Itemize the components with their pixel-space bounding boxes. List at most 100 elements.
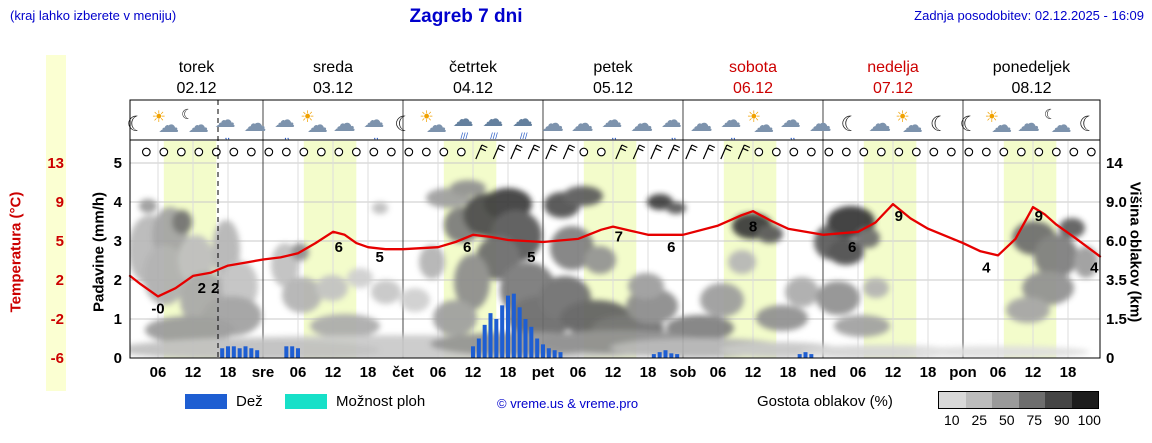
cloud-blob bbox=[419, 245, 445, 279]
density-swatch bbox=[1018, 392, 1045, 408]
cloud-blob bbox=[563, 186, 603, 206]
density-value: 100 bbox=[1077, 412, 1101, 428]
wind-barb-icon bbox=[510, 144, 523, 160]
icon-glyph: ☁ bbox=[274, 109, 295, 132]
cloud-blob bbox=[372, 202, 388, 214]
icon-glyph: ☁ bbox=[753, 114, 774, 137]
precipitation-bars bbox=[220, 293, 814, 358]
day-date: 02.12 bbox=[176, 80, 216, 97]
wind-barb-icon bbox=[737, 144, 751, 160]
wind-barb-icon bbox=[562, 144, 576, 160]
sun-cloud-icon: ☀☁ bbox=[747, 109, 775, 137]
rain-bar bbox=[558, 352, 563, 358]
copyright-link[interactable]: © vreme.us & vreme.pro bbox=[497, 396, 639, 411]
wind-calm-icon bbox=[1051, 147, 1061, 157]
cloud-blob bbox=[400, 288, 430, 312]
rain-bar bbox=[540, 344, 545, 358]
icon-glyph: ☾ bbox=[930, 113, 949, 136]
rain-bar bbox=[476, 338, 481, 358]
icon-glyph: ☁ bbox=[188, 114, 209, 137]
icon-glyph: ‚‚ bbox=[225, 128, 230, 142]
rain-bar bbox=[546, 348, 551, 358]
x-tick-label: 12 bbox=[325, 364, 342, 381]
weather-icon-row: ☾ ☀☁ ☾☁ ☁‚‚ ☁ ☁‚‚☀☁ ☁ ☁‚‚ ☾ ☀☁ ☁///☁///☁///☁ ☁ ☁‚‚ ☁ ☁… bbox=[127, 106, 1098, 142]
rain-bar bbox=[523, 319, 528, 358]
day-date: 06.12 bbox=[733, 80, 773, 97]
cloud-blob bbox=[1034, 234, 1078, 278]
day-headers: torek 02.12 sreda 03.12 četrtek 04.12 petek 05.… bbox=[176, 59, 1071, 97]
x-tick-label: 12 bbox=[185, 364, 202, 381]
moon-icon: ☾ bbox=[394, 113, 413, 136]
moon-icon: ☾ bbox=[127, 113, 146, 136]
temperature-value-label: 5 bbox=[375, 249, 383, 266]
wind-calm-icon bbox=[596, 147, 606, 157]
density-value: 75 bbox=[1026, 412, 1043, 428]
cloud-density-scale bbox=[938, 391, 1099, 409]
rain-bar bbox=[651, 354, 656, 358]
rain-bar bbox=[231, 346, 236, 358]
x-tick-label: 06 bbox=[710, 364, 727, 381]
x-tick-label: 18 bbox=[640, 364, 657, 381]
precipitation-tick: 3 bbox=[114, 233, 122, 250]
cloud-icon: ☁ bbox=[571, 110, 594, 136]
wind-row bbox=[141, 144, 1096, 160]
icon-glyph: ☾ bbox=[127, 113, 146, 136]
cloud-height-tick: 1.5 bbox=[1106, 311, 1127, 328]
icon-glyph: ‚‚ bbox=[373, 128, 378, 142]
density-value: 50 bbox=[998, 412, 1015, 428]
x-axis-ticks: 06 12 18 sre 06 12 18 čet 06 12 18 pet 06 12 18 sob 06 12… bbox=[150, 364, 1077, 381]
icon-glyph: ☾ bbox=[1079, 113, 1098, 136]
cloud-moon-icon: ☾☁ bbox=[181, 106, 209, 137]
showers-legend-label: Možnost ploh bbox=[336, 393, 426, 410]
cloud-blob bbox=[834, 315, 890, 337]
x-tick-label: 06 bbox=[150, 364, 167, 381]
cloud-moon-icon: ☾☁ bbox=[1044, 106, 1072, 137]
cloud-blob bbox=[757, 225, 783, 243]
cloud-blob bbox=[666, 202, 686, 214]
wind-calm-icon bbox=[194, 147, 204, 157]
cloud-blob bbox=[433, 300, 477, 336]
wind-barb-icon bbox=[650, 144, 663, 160]
frames bbox=[129, 99, 1101, 359]
rain-bar bbox=[529, 326, 534, 358]
icon-glyph: ☾ bbox=[1044, 106, 1057, 122]
cloud-height-tick: 14 bbox=[1106, 155, 1123, 172]
cloud-blob bbox=[647, 194, 673, 210]
wind-calm-icon bbox=[439, 147, 449, 157]
wind-calm-icon bbox=[894, 147, 904, 157]
rain-bar bbox=[284, 346, 289, 358]
rain-bar bbox=[220, 348, 225, 358]
precipitation-tick: 5 bbox=[114, 155, 122, 172]
rain-bar bbox=[675, 354, 680, 358]
wind-calm-icon bbox=[929, 147, 939, 157]
wind-barb-icon bbox=[702, 144, 716, 160]
icon-glyph: ‚‚ bbox=[730, 128, 735, 142]
wind-barb-icon bbox=[492, 144, 506, 160]
density-value: 90 bbox=[1053, 412, 1070, 428]
wind-calm-icon bbox=[841, 147, 851, 157]
day-date: 07.12 bbox=[873, 80, 913, 97]
x-tick-label: 06 bbox=[990, 364, 1007, 381]
wind-calm-icon bbox=[229, 147, 239, 157]
cloud-rain-icon: ☁/// bbox=[483, 108, 504, 141]
wind-calm-icon bbox=[334, 147, 344, 157]
sun-cloud-icon: ☀☁ bbox=[985, 109, 1013, 137]
wind-calm-icon bbox=[999, 147, 1009, 157]
sun-cloud-icon: ☀☁ bbox=[152, 109, 180, 137]
wind-barb-icon bbox=[475, 144, 488, 160]
cloud-blob bbox=[728, 250, 756, 274]
temperature-value-label: 7 bbox=[615, 229, 623, 246]
cloud-density-values: 10 25 50 75 90 100 bbox=[938, 412, 1103, 428]
cloud-icon: ☁ bbox=[1017, 110, 1040, 136]
wind-barb-icon bbox=[685, 144, 698, 160]
rain-bar bbox=[290, 346, 295, 358]
wind-calm-icon bbox=[911, 147, 921, 157]
icon-glyph: ☁ bbox=[307, 114, 328, 137]
wind-calm-icon bbox=[876, 147, 886, 157]
x-tick-label: 18 bbox=[920, 364, 937, 381]
cloud-blob bbox=[1006, 297, 1050, 323]
cloud-layer bbox=[130, 180, 1098, 358]
temperature-value-label: 6 bbox=[848, 239, 856, 256]
